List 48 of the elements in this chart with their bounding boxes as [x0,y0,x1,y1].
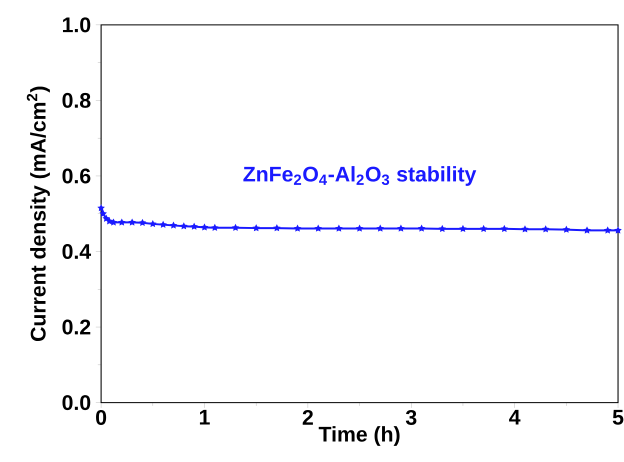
point [118,218,126,226]
point [614,226,622,234]
point [542,225,550,232]
point [356,224,364,232]
point [521,225,529,232]
x-tick-label: 1 [200,410,210,424]
point [252,224,260,232]
point [500,224,508,232]
point [376,224,384,232]
point [200,223,208,230]
point [604,226,612,234]
point [335,224,343,232]
point [459,224,467,232]
text: ZnFe$_{2}$O$_{4}$-Al$_{2}$O$_{3}$ stability [243,166,476,186]
point [314,224,322,232]
x-tick-label: 2 [302,410,313,425]
x-tick-label: 4 [509,410,520,424]
y-tick-label: 0.2 [62,319,90,334]
y-tick-label: 0.6 [62,168,90,184]
point [211,224,219,231]
point [190,222,198,230]
y-tick-label: 0.4 [62,244,92,259]
point [294,224,302,232]
point [583,226,591,234]
point [418,224,426,232]
point [149,220,157,228]
x-axis-title: Time (h) [318,426,400,446]
point [232,224,240,231]
point [99,210,107,217]
y-tick-label: 0.0 [62,394,90,410]
point [128,218,136,226]
x-tick-label: 5 [612,410,624,425]
point [138,218,146,226]
point [562,225,570,233]
y-tick-label: 1.0 [62,17,90,32]
point [438,224,446,232]
point [480,224,488,232]
point [159,220,167,228]
x-tick-label: 3 [406,410,416,425]
point [106,217,114,224]
point [180,222,188,230]
point [170,221,178,229]
y-axis-title: Current density (mA/cm$^{2}$) [26,86,50,341]
x-tick-label: 0 [96,410,106,425]
point [273,224,281,232]
point [397,224,405,232]
y-tick-label: 0.8 [62,92,90,108]
point [97,204,105,212]
